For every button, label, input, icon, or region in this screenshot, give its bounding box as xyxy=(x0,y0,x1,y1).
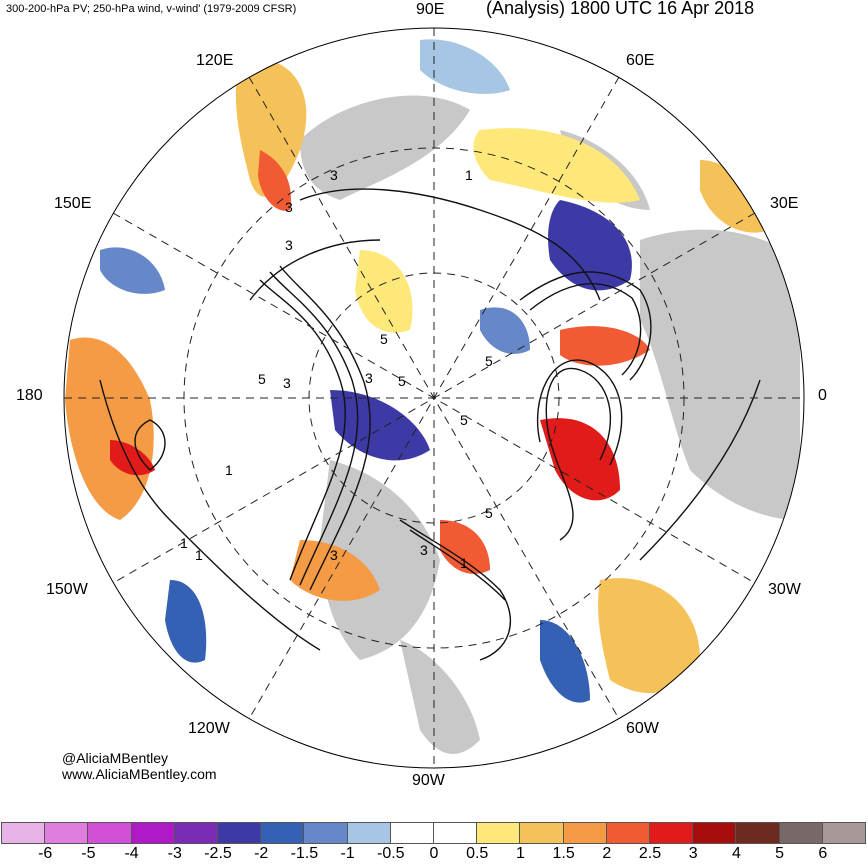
colorbar-swatch xyxy=(605,822,651,844)
colorbar-swatch xyxy=(217,822,262,844)
colorbar-tick-label: -4 xyxy=(124,845,139,862)
colorbar-tick-label: -1 xyxy=(340,845,355,862)
colorbar-swatch xyxy=(87,822,132,844)
colorbar-swatch xyxy=(821,822,867,844)
lon-label-150e: 150E xyxy=(54,195,92,212)
contour-label: 5 xyxy=(258,371,266,387)
contour-label: 1 xyxy=(195,547,203,563)
contour-label: 1 xyxy=(465,167,473,183)
lon-label-60e: 60E xyxy=(626,52,655,69)
colorbar-swatch xyxy=(303,822,348,844)
colorbar-tick-label: 4 xyxy=(731,845,741,862)
colorbar-swatch xyxy=(173,822,219,844)
colorbar-swatch xyxy=(346,822,391,844)
colorbar xyxy=(1,822,867,844)
credit-handle: @AliciaMBentley xyxy=(62,750,169,766)
lon-label-30e: 30E xyxy=(770,195,799,212)
contour-label: 1 xyxy=(180,535,188,551)
colorbar-swatch xyxy=(389,822,435,844)
colorbar-tick-label: -2 xyxy=(254,845,269,862)
colorbar-tick-label: -2.5 xyxy=(204,845,232,862)
colorbar-swatch xyxy=(562,822,607,844)
figure-title-left: 300-200-hPa PV; 250-hPa wind, v-wind' (1… xyxy=(6,3,297,15)
credit-site: www.AliciaMBentley.com xyxy=(62,766,217,782)
lon-label-60w: 60W xyxy=(626,720,659,737)
contour-label: 3 xyxy=(420,542,428,558)
figure-title-right: (Analysis) 1800 UTC 16 Apr 2018 xyxy=(486,0,755,18)
colorbar-tick-label: -6 xyxy=(38,845,53,862)
colorbar-swatch xyxy=(260,822,305,844)
colorbar-swatch xyxy=(735,822,780,844)
colorbar-swatch xyxy=(433,822,478,844)
colorbar-swatch xyxy=(519,822,564,844)
contour-label: 5 xyxy=(485,353,493,369)
colorbar-swatch xyxy=(476,822,521,844)
colorbar-tick-label: 2 xyxy=(602,845,612,862)
colorbar-swatch xyxy=(778,822,823,844)
contour-label: 1 xyxy=(460,555,468,571)
colorbar-swatch xyxy=(1,822,46,844)
colorbar-tick-label: 5 xyxy=(775,845,785,862)
graticule xyxy=(64,28,804,768)
colorbar-tick-label: 1 xyxy=(515,845,525,862)
colorbar-tick-label: -3 xyxy=(167,845,182,862)
colorbar-swatch xyxy=(44,822,89,844)
contour-label: 1 xyxy=(225,462,233,478)
lon-label-90e: 90E xyxy=(416,1,445,18)
contour-labels: 3 3 3 3 1 5 5 5 3 5 5 1 3 1 5 3 1 1 xyxy=(180,167,493,571)
contour-label: 3 xyxy=(330,547,338,563)
colorbar-ticks: -6 -5 -4 -3 -2.5 -2 -1.5 -1 -0.5 0 0.5 1 1.5 2 2.5 3 4 5 6 xyxy=(0,845,868,865)
colorbar-tick-label: 3 xyxy=(688,845,698,862)
lon-label-120e: 120E xyxy=(196,52,234,69)
contour-label: 3 xyxy=(285,237,293,253)
contour-label: 5 xyxy=(380,331,388,347)
colorbar-swatch xyxy=(692,822,737,844)
colorbar-tick-label: -1.5 xyxy=(290,845,319,862)
polar-map: 3 3 3 3 1 5 5 5 3 5 5 1 3 1 5 3 1 1 xyxy=(63,27,805,769)
colorbar-tick-label: 1.5 xyxy=(552,845,575,862)
lon-label-150w: 150W xyxy=(46,581,88,598)
colorbar-tick-label: 0 xyxy=(429,845,439,862)
contour-label: 5 xyxy=(460,412,468,428)
lon-label-0: 0 xyxy=(818,387,827,404)
colorbar-swatch xyxy=(130,822,175,844)
colorbar-tick-label: -0.5 xyxy=(377,845,405,862)
contour-label: 5 xyxy=(398,373,406,389)
pv-contours xyxy=(99,188,761,661)
contour-label: 3 xyxy=(365,370,373,386)
contour-label: 3 xyxy=(285,199,293,215)
contour-label: 5 xyxy=(485,505,493,521)
colorbar-tick-label: 2.5 xyxy=(638,845,662,862)
colorbar-tick-label: 0.5 xyxy=(466,845,489,862)
lon-label-120w: 120W xyxy=(188,720,230,737)
contour-label: 3 xyxy=(330,167,338,183)
colorbar-tick-label: -5 xyxy=(81,845,96,862)
contour-label: 3 xyxy=(283,375,291,391)
colorbar-swatch xyxy=(649,822,694,844)
lon-label-180: 180 xyxy=(16,387,43,404)
lon-label-30w: 30W xyxy=(768,581,801,598)
colorbar-tick-label: 6 xyxy=(818,845,828,862)
land-masses xyxy=(300,95,800,754)
lon-label-90w: 90W xyxy=(412,772,445,789)
